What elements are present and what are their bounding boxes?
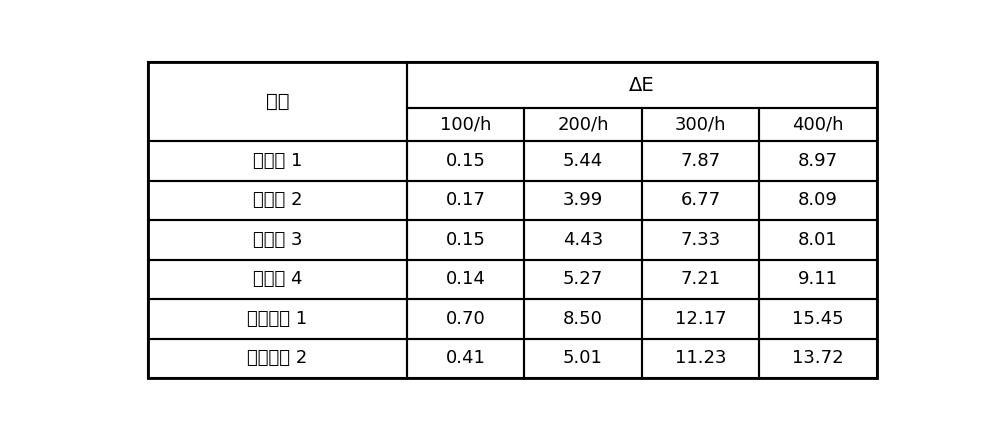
Text: 0.15: 0.15: [446, 231, 485, 249]
Text: 5.44: 5.44: [563, 152, 603, 170]
Bar: [759, 338, 877, 378]
Bar: [407, 62, 877, 108]
Text: 实施例 4: 实施例 4: [253, 270, 302, 288]
Bar: [148, 141, 407, 181]
Bar: [148, 259, 407, 299]
Text: 8.09: 8.09: [798, 191, 838, 209]
Bar: [759, 299, 877, 338]
Text: 15.45: 15.45: [792, 310, 844, 328]
Text: 5.27: 5.27: [563, 270, 603, 288]
Bar: [642, 181, 759, 220]
Text: 9.11: 9.11: [798, 270, 838, 288]
Text: 13.72: 13.72: [792, 349, 844, 367]
Text: 7.33: 7.33: [680, 231, 721, 249]
Bar: [642, 141, 759, 181]
Text: 200/h: 200/h: [557, 116, 609, 133]
Bar: [524, 338, 642, 378]
Text: ΔE: ΔE: [629, 75, 655, 95]
Bar: [407, 299, 524, 338]
Text: 实施例 1: 实施例 1: [253, 152, 302, 170]
Bar: [642, 338, 759, 378]
Text: 11.23: 11.23: [675, 349, 726, 367]
Bar: [759, 141, 877, 181]
Text: 样品: 样品: [266, 92, 289, 111]
Text: 实施例 3: 实施例 3: [253, 231, 302, 249]
Bar: [642, 220, 759, 259]
Text: 8.97: 8.97: [798, 152, 838, 170]
Bar: [759, 108, 877, 141]
Bar: [642, 108, 759, 141]
Bar: [524, 141, 642, 181]
Text: 7.87: 7.87: [680, 152, 721, 170]
Text: 100/h: 100/h: [440, 116, 491, 133]
Bar: [407, 141, 524, 181]
Text: 7.21: 7.21: [680, 270, 721, 288]
Text: 对比样品 1: 对比样品 1: [247, 310, 308, 328]
Bar: [642, 259, 759, 299]
Text: 400/h: 400/h: [792, 116, 844, 133]
Text: 实施例 2: 实施例 2: [253, 191, 302, 209]
Text: 6.77: 6.77: [680, 191, 721, 209]
Bar: [148, 338, 407, 378]
Text: 0.15: 0.15: [446, 152, 485, 170]
Bar: [642, 299, 759, 338]
Bar: [759, 259, 877, 299]
Bar: [524, 259, 642, 299]
Text: 0.41: 0.41: [446, 349, 485, 367]
Bar: [148, 299, 407, 338]
Text: 12.17: 12.17: [675, 310, 726, 328]
Bar: [148, 181, 407, 220]
Bar: [524, 181, 642, 220]
Bar: [148, 220, 407, 259]
Bar: [407, 338, 524, 378]
Bar: [407, 220, 524, 259]
Bar: [407, 259, 524, 299]
Text: 对比样品 2: 对比样品 2: [247, 349, 308, 367]
Bar: [148, 62, 407, 141]
Text: 8.50: 8.50: [563, 310, 603, 328]
Bar: [759, 181, 877, 220]
Text: 4.43: 4.43: [563, 231, 603, 249]
Bar: [759, 220, 877, 259]
Bar: [407, 181, 524, 220]
Text: 0.14: 0.14: [446, 270, 485, 288]
Text: 5.01: 5.01: [563, 349, 603, 367]
Text: 3.99: 3.99: [563, 191, 603, 209]
Bar: [524, 108, 642, 141]
Bar: [524, 299, 642, 338]
Text: 0.70: 0.70: [446, 310, 485, 328]
Bar: [524, 220, 642, 259]
Text: 300/h: 300/h: [675, 116, 726, 133]
Text: 0.17: 0.17: [446, 191, 485, 209]
Bar: [407, 108, 524, 141]
Text: 8.01: 8.01: [798, 231, 838, 249]
